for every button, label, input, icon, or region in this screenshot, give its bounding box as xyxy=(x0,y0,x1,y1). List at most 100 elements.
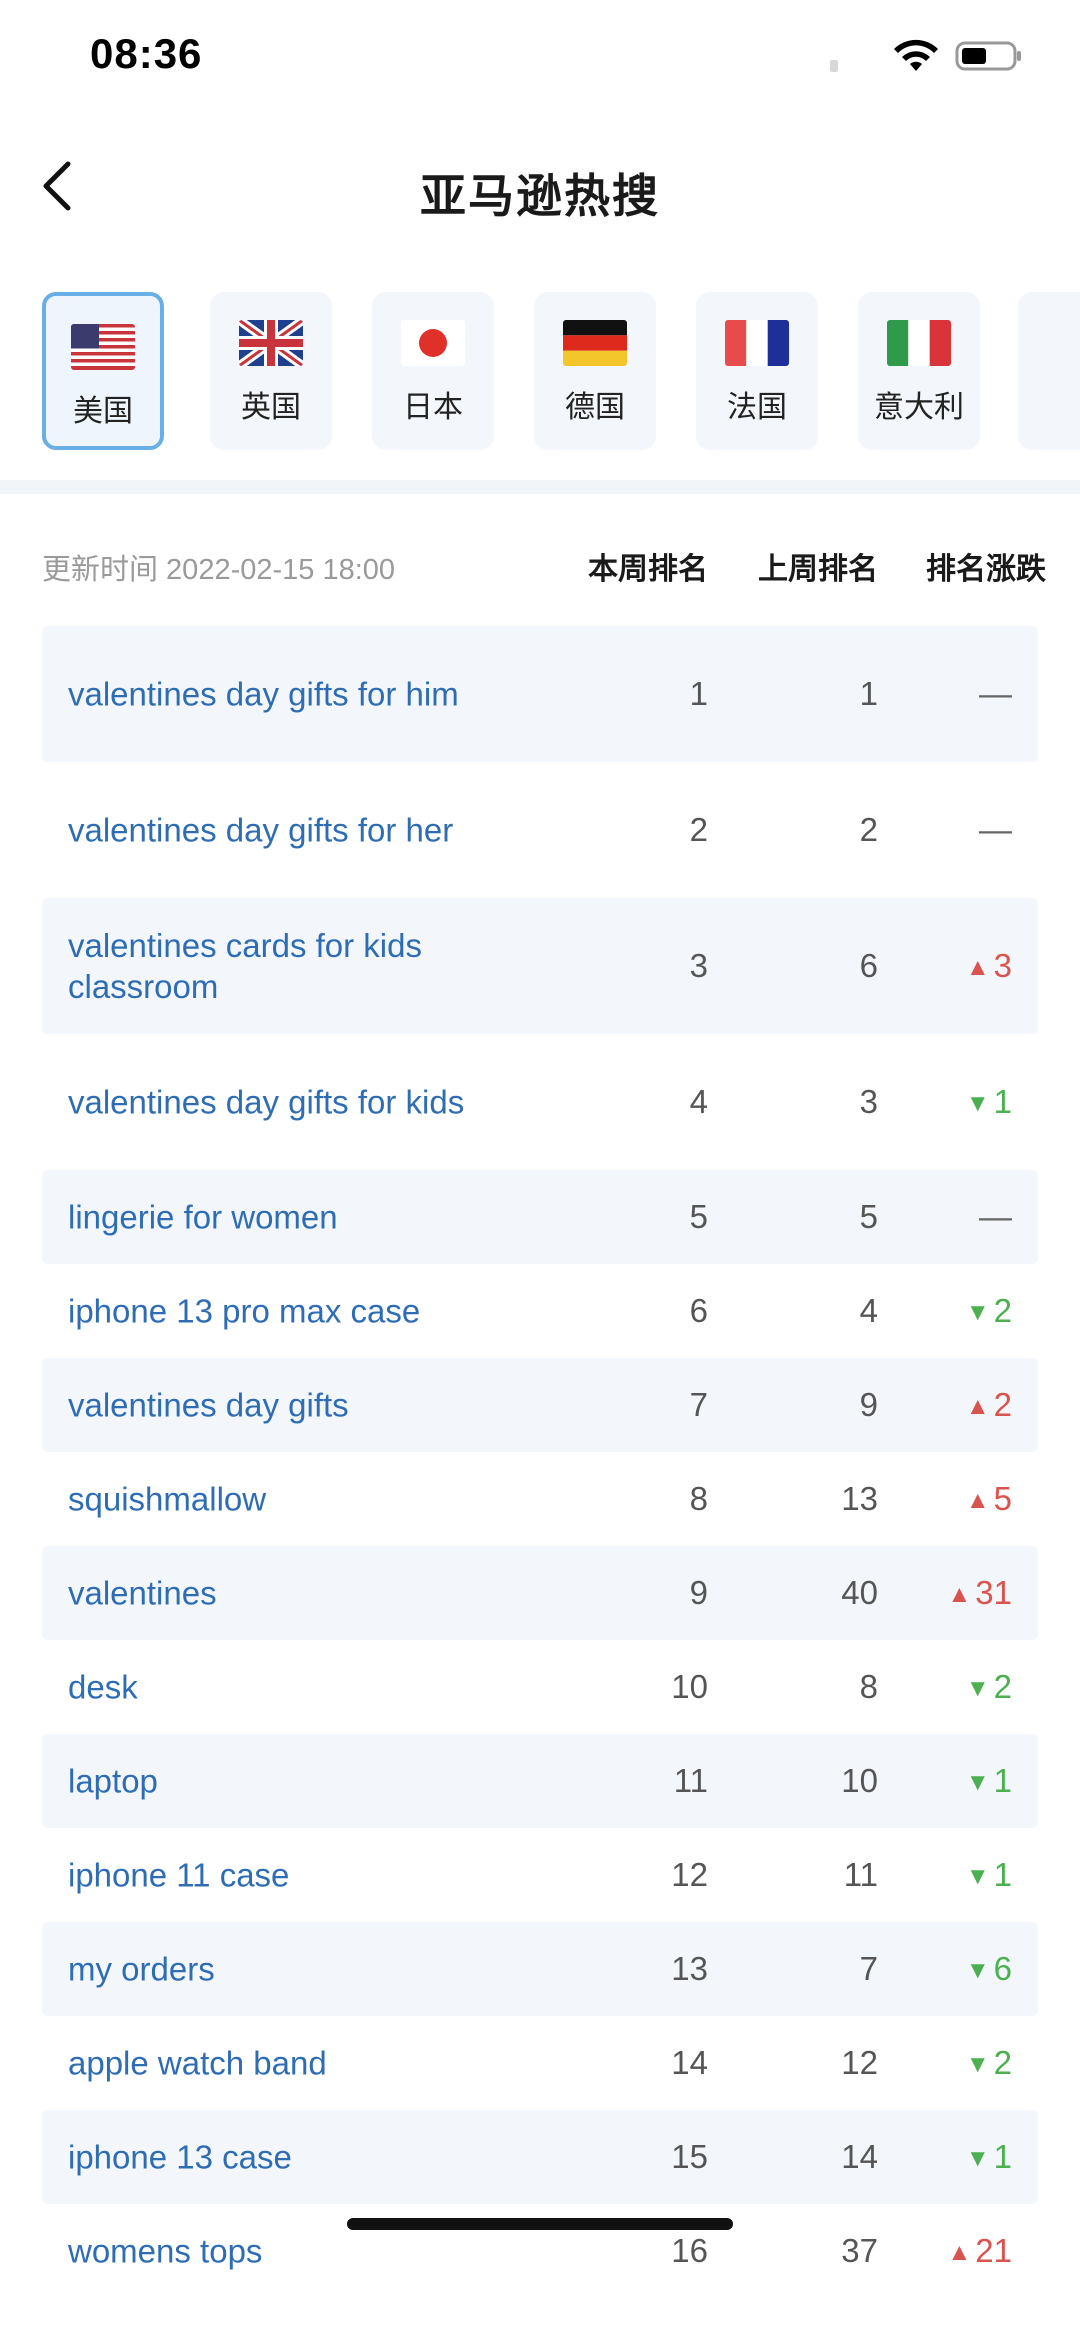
table-row[interactable]: laptop 11 10 ▼ 1 xyxy=(42,1734,1038,1828)
this-week-rank: 1 xyxy=(689,675,708,712)
this-week-rank: 15 xyxy=(671,2138,708,2175)
last-week-rank: 10 xyxy=(841,1762,878,1799)
rank-change: ▲ 5 xyxy=(966,1480,1012,1518)
rank-change: ▼ 2 xyxy=(966,1292,1012,1330)
table-row[interactable]: iphone 13 pro max case 6 4 ▼ 2 xyxy=(42,1264,1038,1358)
table-row[interactable]: valentines day gifts 7 9 ▲ 2 xyxy=(42,1358,1038,1452)
back-icon[interactable] xyxy=(36,158,80,214)
country-tab-uk[interactable]: 英国 xyxy=(210,292,332,450)
last-week-rank: 11 xyxy=(843,1856,878,1893)
arrow-down-icon: ▼ xyxy=(965,2051,990,2078)
rank-change: ▼ 2 xyxy=(966,2044,1012,2082)
country-label: 美国 xyxy=(73,395,133,428)
col-head-last-week: 上周排名 xyxy=(758,553,878,586)
table-row[interactable]: apple watch band 14 12 ▼ 2 xyxy=(42,2016,1038,2110)
last-week-rank: 7 xyxy=(859,1950,878,1987)
rank-change-value: 3 xyxy=(993,947,1012,984)
last-week-rank: 13 xyxy=(841,1480,878,1517)
country-tab-italy[interactable]: 意大利 xyxy=(858,292,980,450)
rank-change: ▼ 6 xyxy=(966,1950,1012,1988)
table-row[interactable]: desk 10 8 ▼ 2 xyxy=(42,1640,1038,1734)
keyword-link[interactable]: womens tops xyxy=(68,2232,263,2270)
us-flag-icon xyxy=(71,324,135,370)
country-label: 意大利 xyxy=(874,391,964,424)
table-row[interactable]: valentines day gifts for him 1 1 — xyxy=(42,626,1038,762)
this-week-rank: 3 xyxy=(689,947,708,984)
country-tab-france[interactable]: 法国 xyxy=(696,292,818,450)
last-week-rank: 8 xyxy=(859,1668,878,1705)
keyword-link[interactable]: valentines day gifts for him xyxy=(68,675,459,713)
status-time: 08:36 xyxy=(90,30,203,77)
country-tab-japan[interactable]: 日本 xyxy=(372,292,494,450)
arrow-up-icon: ▲ xyxy=(947,2239,972,2266)
rank-change: ▲ 31 xyxy=(948,1574,1012,1612)
rank-change: ▼ 1 xyxy=(966,2138,1012,2176)
keyword-link[interactable]: squishmallow xyxy=(68,1480,267,1518)
keyword-link[interactable]: valentines xyxy=(68,1574,217,1612)
table-row[interactable]: womens tops 16 37 ▲ 21 xyxy=(42,2204,1038,2298)
this-week-rank: 13 xyxy=(671,1950,708,1987)
arrow-down-icon: ▼ xyxy=(965,1675,990,1702)
col-head-change: 排名涨跌 xyxy=(926,553,1046,586)
keyword-link[interactable]: iphone 13 case xyxy=(68,2138,292,2176)
arrow-down-icon: ▼ xyxy=(965,1863,990,1890)
section-divider xyxy=(0,480,1080,494)
arrow-up-icon: ▲ xyxy=(965,954,990,981)
this-week-rank: 14 xyxy=(671,2044,708,2081)
keyword-link[interactable]: laptop xyxy=(68,1762,158,1800)
last-week-rank: 1 xyxy=(859,675,878,712)
rank-change-value: 1 xyxy=(993,1083,1012,1120)
table-row[interactable]: lingerie for women 5 5 — xyxy=(42,1170,1038,1264)
table-row[interactable]: valentines cards for kids classroom 3 6 ▲ 3 xyxy=(42,898,1038,1034)
rank-change: ▼ 1 xyxy=(966,1762,1012,1800)
keyword-link[interactable]: valentines cards for kids classroom xyxy=(68,927,422,1005)
keyword-link[interactable]: my orders xyxy=(68,1950,215,1988)
last-week-rank: 3 xyxy=(859,1083,878,1120)
rank-change: — xyxy=(979,675,1012,713)
country-tab-germany[interactable]: 德国 xyxy=(534,292,656,450)
rank-change-value: — xyxy=(979,675,1012,712)
country-tab-us[interactable]: 美国 xyxy=(42,292,164,450)
arrow-down-icon: ▼ xyxy=(965,2145,990,2172)
last-week-rank: 2 xyxy=(859,811,878,848)
table-row[interactable]: valentines day gifts for kids 4 3 ▼ 1 xyxy=(42,1034,1038,1170)
this-week-rank: 9 xyxy=(689,1574,708,1611)
arrow-down-icon: ▼ xyxy=(965,1299,990,1326)
keyword-link[interactable]: valentines day gifts for kids xyxy=(68,1083,465,1121)
this-week-rank: 5 xyxy=(689,1198,708,1235)
keyword-link[interactable]: apple watch band xyxy=(68,2044,327,2082)
rank-change-value: 5 xyxy=(993,1480,1012,1517)
keyword-link[interactable]: iphone 11 case xyxy=(68,1856,290,1894)
arrow-up-icon: ▲ xyxy=(947,1581,972,1608)
rank-change: ▲ 3 xyxy=(966,947,1012,985)
keyword-link[interactable]: lingerie for women xyxy=(68,1198,338,1236)
keyword-link[interactable]: valentines day gifts for her xyxy=(68,811,454,849)
table-row[interactable]: squishmallow 8 13 ▲ 5 xyxy=(42,1452,1038,1546)
this-week-rank: 11 xyxy=(673,1762,708,1799)
country-tab-partial[interactable] xyxy=(1018,292,1080,450)
country-tab-strip[interactable]: 美国 英国 日本 xyxy=(0,290,1080,455)
country-label: 日本 xyxy=(403,391,463,424)
table-row[interactable]: iphone 11 case 12 11 ▼ 1 xyxy=(42,1828,1038,1922)
wifi-icon xyxy=(894,39,938,71)
rank-change: ▼ 1 xyxy=(966,1083,1012,1121)
table-row[interactable]: valentines day gifts for her 2 2 — xyxy=(42,762,1038,898)
country-label: 英国 xyxy=(241,391,301,424)
this-week-rank: 7 xyxy=(689,1386,708,1423)
table-row[interactable]: my orders 13 7 ▼ 6 xyxy=(42,1922,1038,2016)
arrow-down-icon: ▼ xyxy=(965,1957,990,1984)
table-row[interactable]: valentines 9 40 ▲ 31 xyxy=(42,1546,1038,1640)
last-week-rank: 37 xyxy=(841,2232,878,2269)
rank-change-value: 21 xyxy=(975,2232,1012,2269)
keyword-link[interactable]: iphone 13 pro max case xyxy=(68,1292,421,1330)
arrow-down-icon: ▼ xyxy=(965,1090,990,1117)
rank-change: — xyxy=(979,1198,1012,1236)
keyword-link[interactable]: desk xyxy=(68,1668,138,1706)
table-row[interactable]: iphone 13 case 15 14 ▼ 1 xyxy=(42,2110,1038,2204)
page-title: 亚马逊热搜 xyxy=(420,170,660,222)
rank-change-value: 31 xyxy=(975,1574,1012,1611)
keyword-link[interactable]: valentines day gifts xyxy=(68,1386,349,1424)
this-week-rank: 16 xyxy=(671,2232,708,2269)
arrow-down-icon: ▼ xyxy=(965,1769,990,1796)
rank-change-value: 6 xyxy=(993,1950,1012,1987)
